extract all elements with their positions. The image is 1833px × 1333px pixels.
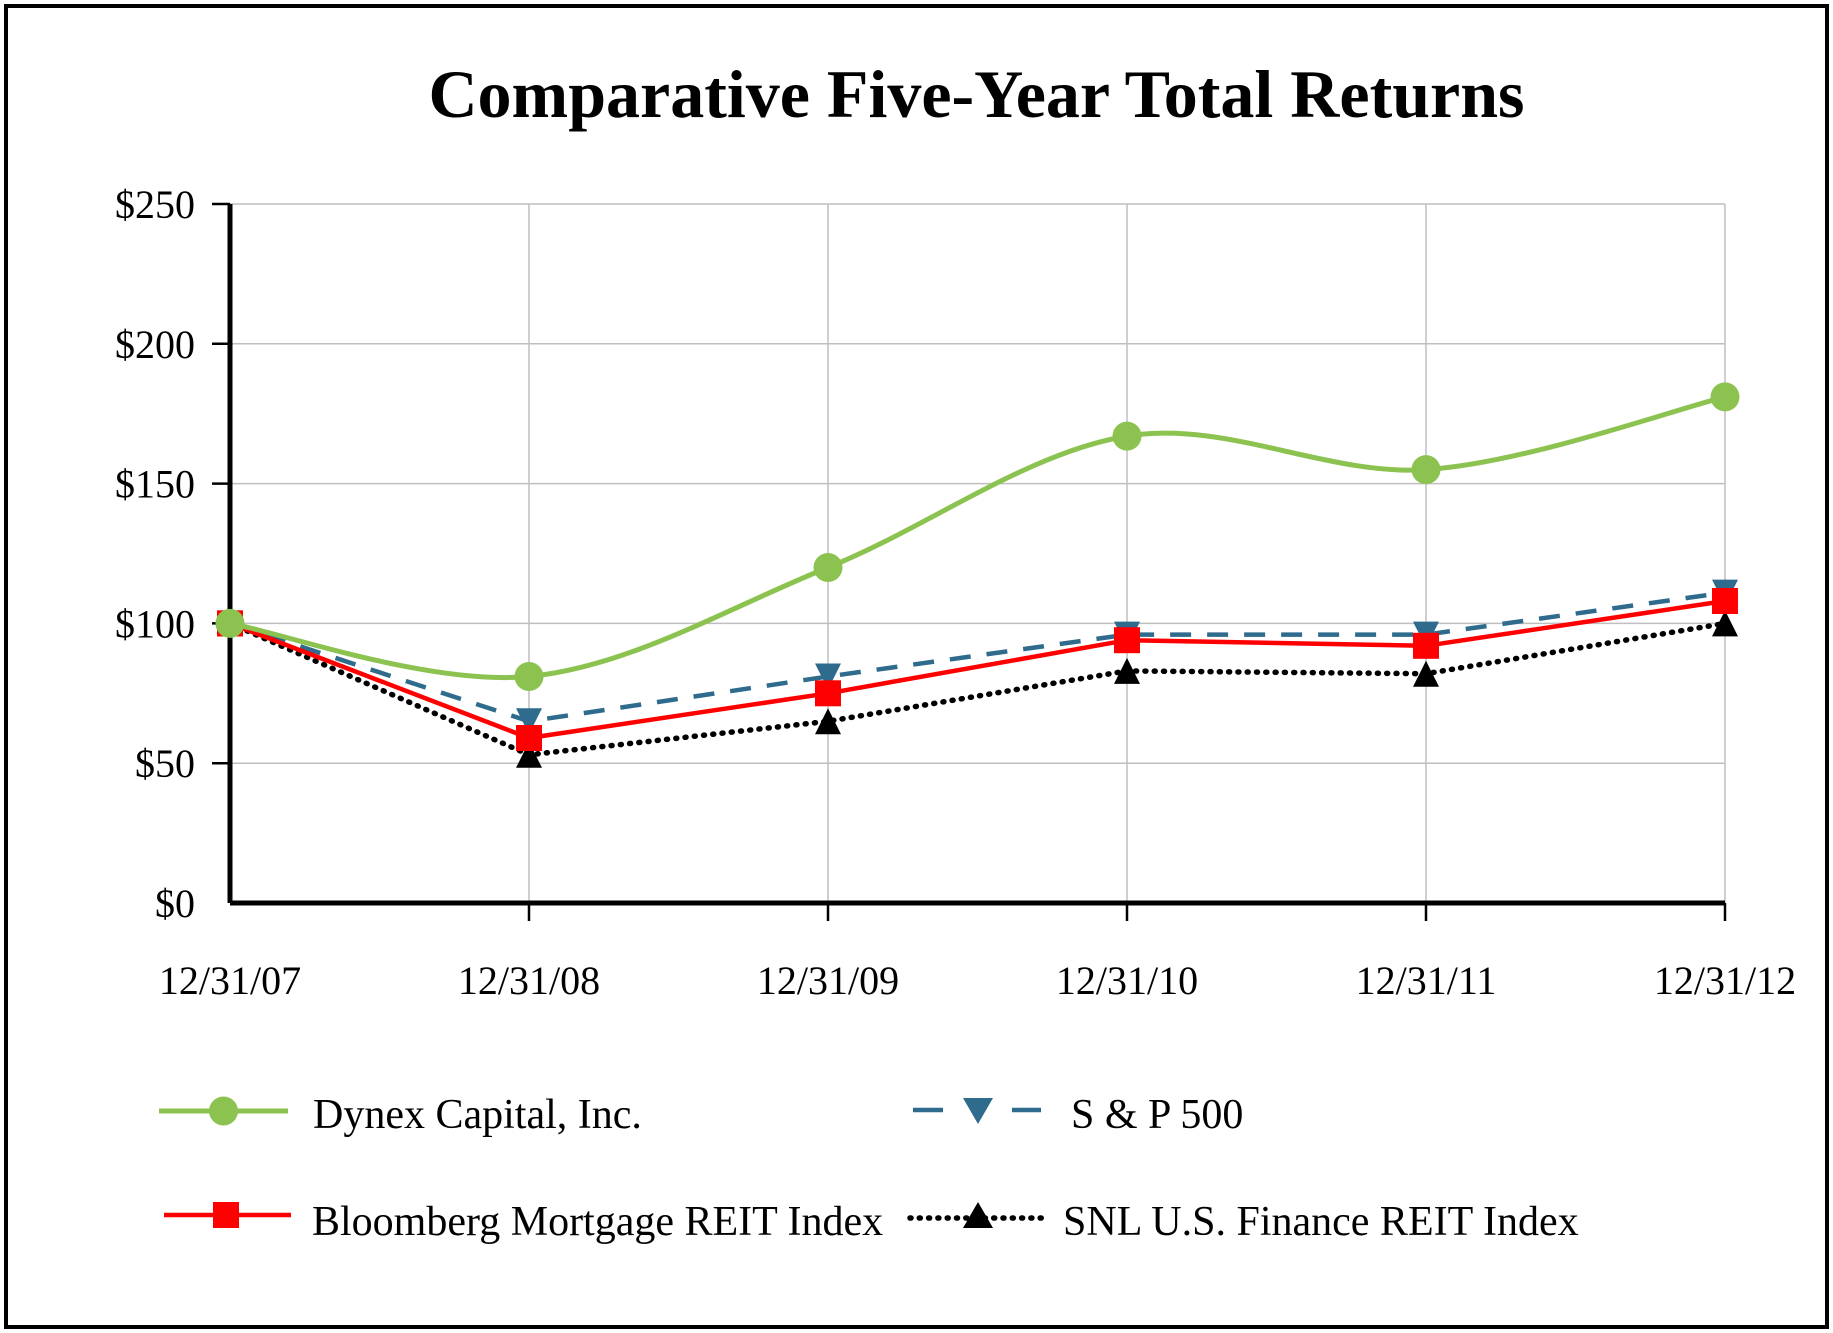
svg-text:Dynex Capital, Inc.: Dynex Capital, Inc. (313, 1092, 642, 1138)
svg-text:Bloomberg Mortgage REIT Index: Bloomberg Mortgage REIT Index (312, 1199, 883, 1245)
svg-text:S & P 500: S & P 500 (1071, 1092, 1243, 1138)
svg-text:$150: $150 (115, 462, 195, 507)
svg-text:12/31/07: 12/31/07 (159, 958, 301, 1003)
svg-text:12/31/11: 12/31/11 (1356, 958, 1497, 1003)
svg-text:$0: $0 (155, 881, 195, 926)
svg-text:$50: $50 (135, 741, 195, 786)
svg-text:12/31/12: 12/31/12 (1654, 958, 1796, 1003)
svg-text:SNL U.S. Finance REIT Index: SNL U.S. Finance REIT Index (1063, 1199, 1579, 1245)
svg-text:12/31/09: 12/31/09 (757, 958, 899, 1003)
svg-text:$100: $100 (115, 601, 195, 646)
svg-text:12/31/10: 12/31/10 (1056, 958, 1198, 1003)
svg-text:$250: $250 (115, 182, 195, 227)
svg-text:$200: $200 (115, 322, 195, 367)
svg-text:12/31/08: 12/31/08 (458, 958, 600, 1003)
